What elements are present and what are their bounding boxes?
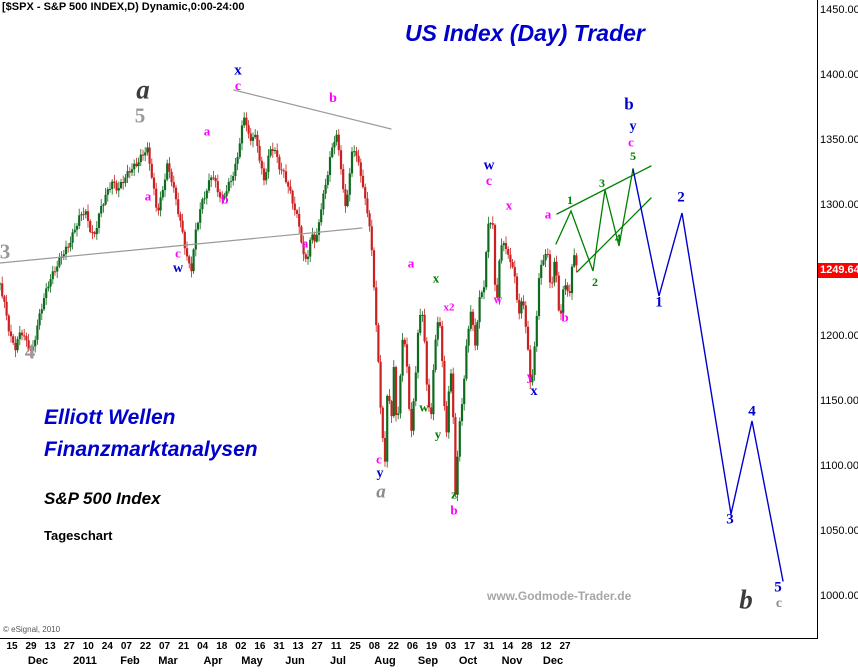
day-label: 02 — [235, 641, 247, 652]
day-label: 03 — [445, 641, 457, 652]
day-label: 27 — [559, 641, 571, 652]
report-title: US Index (Day) Trader — [405, 20, 645, 46]
price-axis: 1249.64 1450.00 1400.00 1350.00 1300.00 1200… — [818, 0, 858, 638]
brand-text: Elliott Wellen Finanzmarktanalysen — [44, 402, 258, 465]
day-label: 22 — [387, 641, 399, 652]
month-label: Dec — [542, 655, 564, 667]
month-label: Dec — [27, 655, 49, 667]
price-axis-label: 1450.00 — [820, 4, 858, 16]
candlestick-chart — [0, 89, 784, 582]
time-axis: 15 29 13 27 10 24 07 22 07 21 04 18 02 16 31 13 27 11 25 08… — [0, 639, 817, 672]
day-label: 27 — [311, 641, 323, 652]
price-axis-label: 1000.00 — [820, 590, 858, 602]
day-label: 14 — [502, 641, 514, 652]
time-axis-days: 15 29 13 27 10 24 07 22 07 21 04 18 02 16 31 13 27 11 25 08… — [0, 639, 817, 672]
day-label: 08 — [368, 641, 380, 652]
day-label: 06 — [406, 641, 419, 652]
day-label: 16 — [254, 641, 266, 652]
watermark: www.Godmode-Trader.de — [487, 589, 632, 603]
brand-line2: Finanzmarktanalysen — [44, 437, 258, 461]
day-label: 21 — [178, 641, 190, 652]
price-axis-label: 1050.00 — [820, 524, 858, 537]
month-label: Oct — [458, 655, 478, 667]
day-label: 25 — [349, 641, 361, 652]
day-label: 22 — [139, 641, 152, 652]
day-label: 29 — [25, 641, 37, 652]
price-axis-label: 1300.00 — [820, 199, 858, 212]
month-label: Nov — [501, 655, 523, 667]
day-label: 31 — [483, 641, 495, 652]
brand-line1: Elliott Wellen — [44, 406, 176, 429]
month-label: Feb — [120, 655, 140, 667]
instrument-label: S&P 500 Index — [44, 489, 161, 508]
price-axis-label: 1100.00 — [820, 459, 858, 472]
price-axis-label: 1200.00 — [820, 329, 858, 342]
month-label: Jun — [285, 655, 305, 667]
day-label: 04 — [197, 641, 209, 652]
month-label: Mar — [158, 655, 178, 667]
day-label: 07 — [158, 641, 171, 652]
month-label: Jul — [330, 655, 346, 667]
day-label: 11 — [330, 641, 342, 652]
day-label: 27 — [63, 641, 75, 652]
day-label: 24 — [101, 641, 113, 652]
month-label: Aug — [374, 655, 396, 667]
day-label: 19 — [425, 641, 438, 652]
day-label: 10 — [82, 641, 94, 652]
copyright-esignal: © eSignal, 2010 — [3, 625, 61, 634]
chart-plot-area[interactable]: a 5 3 4 x c b a a b c w a a x x2 w y c y a z b w c x w y x a b 1 3 5 2 4 b y c… — [0, 0, 818, 639]
price-axis-label: 1400.00 — [820, 69, 858, 82]
month-label: Sep — [417, 655, 439, 667]
day-label: 15 — [6, 641, 18, 652]
day-label: 07 — [120, 641, 132, 652]
day-label: 12 — [540, 641, 552, 652]
month-label: 2011 — [73, 655, 97, 667]
month-label: Apr — [203, 655, 223, 667]
day-label: 13 — [44, 641, 56, 652]
day-label: 17 — [464, 641, 476, 652]
day-label: 18 — [216, 641, 228, 652]
day-label: 28 — [521, 641, 533, 652]
price-axis-label: 1150.00 — [820, 394, 858, 407]
day-label: 31 — [273, 641, 285, 652]
last-price-tag: 1249.64 — [818, 263, 858, 278]
day-label: 13 — [292, 641, 304, 652]
chart-symbol-title: [$SPX - S&P 500 INDEX,D) Dynamic,0:00-24… — [2, 1, 245, 13]
time-axis-months: Dec 2011 Feb Mar Apr May Jun Jul Aug Sep Oct Nov Dec — [0, 639, 817, 672]
price-axis-label: 1350.00 — [820, 134, 858, 147]
timeframe-label: Tageschart — [44, 528, 113, 543]
month-label: May — [241, 655, 263, 667]
